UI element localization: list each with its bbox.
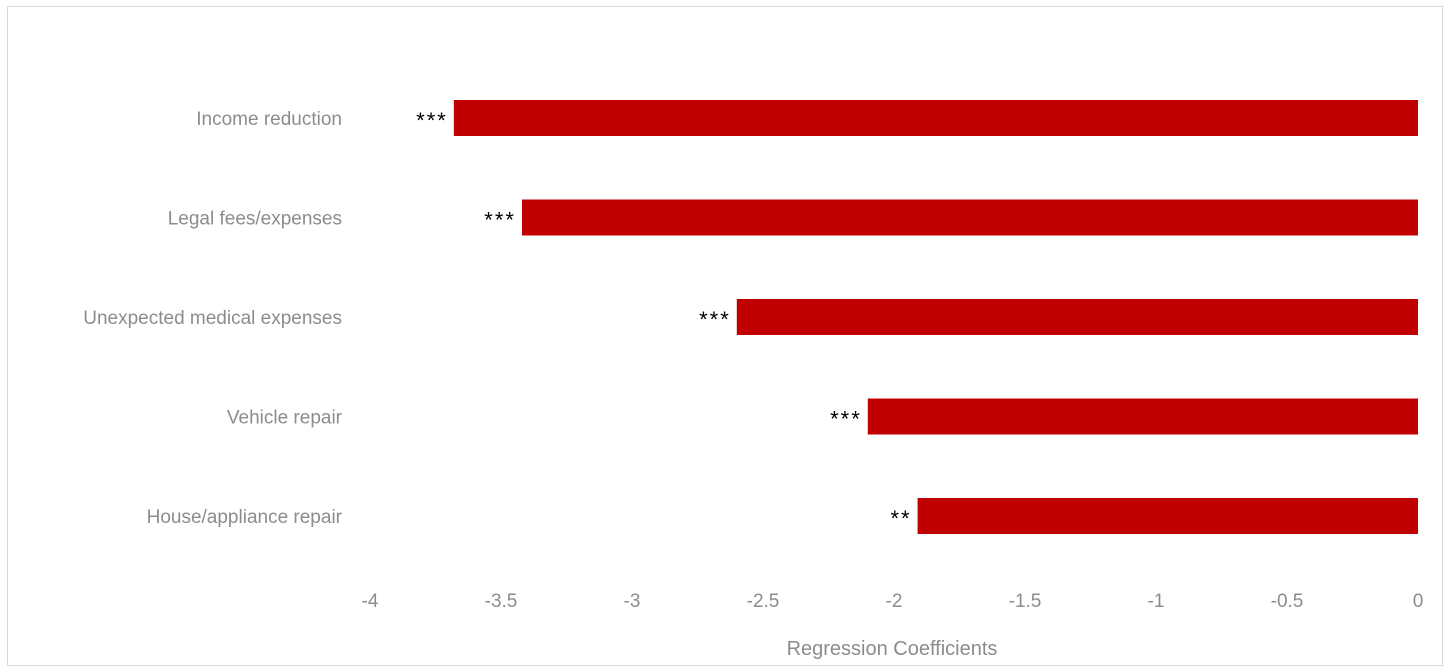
x-tick-label: -2 <box>886 591 903 612</box>
x-tick-label: -4 <box>362 591 379 612</box>
significance-group: ************** <box>416 108 911 531</box>
x-tick-label: -2.5 <box>747 591 780 612</box>
significance-label: *** <box>484 208 516 233</box>
category-label: Legal fees/expenses <box>168 209 342 230</box>
x-tick-label: -0.5 <box>1271 591 1304 612</box>
x-tick-labels-group: -4 -3.5 -3 -2.5 -2 -1.5 -1 -0.5 0 <box>362 591 1424 612</box>
category-labels-group: Income reduction Legal fees/expenses Unexp… <box>83 109 342 528</box>
category-label: Income reduction <box>196 109 342 130</box>
x-tick-label: -3 <box>624 591 641 612</box>
bar-2 <box>736 299 1418 335</box>
x-axis-title: Regression Coefficients <box>787 638 998 660</box>
significance-label: ** <box>890 506 911 531</box>
bars-group <box>453 100 1419 534</box>
category-label: Unexpected medical expenses <box>83 308 342 329</box>
x-tick-label: -1.5 <box>1009 591 1042 612</box>
x-tick-label: 0 <box>1413 591 1424 612</box>
significance-label: *** <box>416 108 448 133</box>
x-tick-label: -1 <box>1148 591 1165 612</box>
category-label: Vehicle repair <box>227 408 343 429</box>
bar-3 <box>867 398 1418 435</box>
category-label: House/appliance repair <box>147 507 343 528</box>
bar-0 <box>453 100 1419 136</box>
bar-1 <box>521 199 1418 236</box>
bar-4 <box>917 498 1418 534</box>
x-tick-label: -3.5 <box>485 591 518 612</box>
significance-label: *** <box>699 307 731 332</box>
significance-label: *** <box>830 407 862 432</box>
